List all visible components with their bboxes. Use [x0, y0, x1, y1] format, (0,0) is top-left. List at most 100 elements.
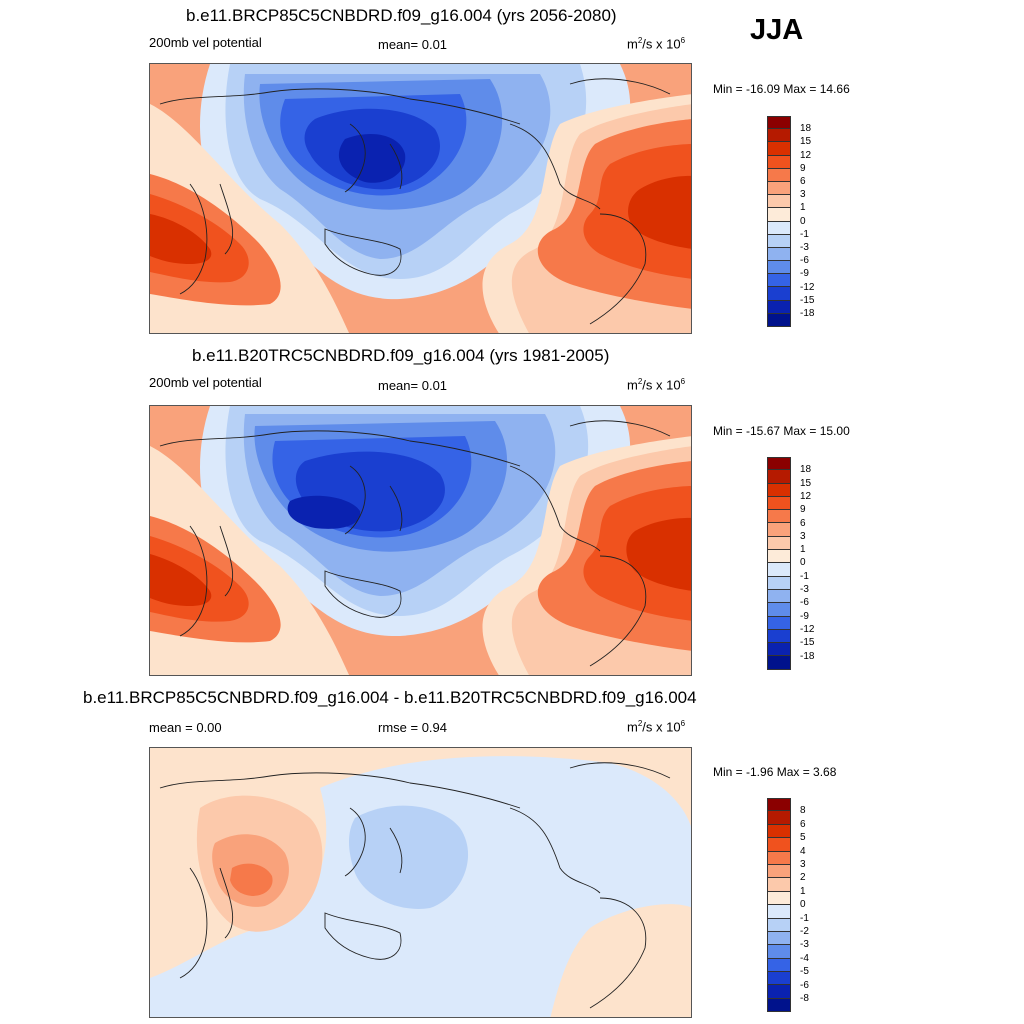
panel1-mean-label: mean= 0.01: [378, 37, 448, 52]
colorbar-tick-label: -6: [800, 255, 809, 267]
colorbar-tick-label: -4: [800, 952, 809, 964]
panel3-colorbar-swatch: [767, 918, 791, 932]
colorbar-tick-label: 9: [800, 504, 806, 516]
panel3-colorbar-swatch: [767, 998, 791, 1013]
panel1-colorbar-swatch: [767, 168, 791, 182]
panel3-colorbar-swatch: [767, 864, 791, 879]
panel1-colorbar-swatch: [767, 274, 791, 288]
colorbar-tick-label: -2: [800, 926, 809, 937]
panel3-colorbar-swatch: [767, 972, 791, 986]
panel2-colorbar-swatch: [767, 470, 791, 484]
panel1-colorbar-swatch: [767, 155, 791, 169]
panel2-left-label: 200mb vel potential: [149, 375, 262, 390]
panel2-colorbar-swatch: [767, 563, 791, 577]
panel2-coastlines: [159, 420, 671, 667]
panel2-colorbar-swatch: [767, 589, 791, 604]
panel3-coastlines: [159, 762, 671, 1009]
colorbar-tick-label: 6: [800, 176, 806, 187]
panel3-contour-field: [150, 748, 691, 1017]
colorbar-tick-label: 2: [800, 872, 806, 884]
panel3-colorbar-swatch: [767, 891, 791, 906]
panel3-colorbar-swatch: [767, 851, 791, 865]
colorbar-tick-label: -3: [800, 939, 809, 951]
panel1-map: [149, 63, 692, 334]
panel3-colorbar-swatch: [767, 824, 791, 839]
panel1-units: m2/s x 106: [627, 36, 686, 52]
colorbar-tick-label: 12: [800, 149, 812, 161]
panel2-colorbar-swatch: [767, 483, 791, 497]
colorbar-tick-label: -8: [800, 993, 809, 1004]
colorbar-tick-label: -15: [800, 637, 815, 649]
colorbar-tick-label: 9: [800, 162, 806, 174]
panel3-colorbar-swatch: [767, 985, 791, 999]
colorbar-tick-label: -18: [800, 650, 815, 662]
panel1-colorbar-swatch: [767, 142, 791, 156]
colorbar-tick-label: -12: [800, 623, 815, 635]
panel3-colorbar-swatch: [767, 838, 791, 852]
panel3-colorbar-swatch: [767, 905, 791, 919]
panel2-colorbar-swatch: [767, 576, 791, 590]
panel3-minmax: Min = -1.96 Max = 3.68: [713, 765, 837, 779]
panel1-title: b.e11.BRCP85C5CNBDRD.f09_g16.004 (yrs 20…: [186, 6, 617, 25]
panel1-colorbar-swatch: [767, 313, 791, 327]
colorbar-tick-label: 3: [800, 530, 806, 542]
panel2-units: m2/s x 106: [627, 377, 686, 393]
panel1-colorbar-swatch: [767, 116, 791, 130]
panel2-colorbar-swatch: [767, 616, 791, 630]
colorbar-tick-label: -6: [800, 979, 809, 991]
panel3-rmse-label: rmse = 0.94: [378, 720, 448, 735]
colorbar-tick-label: 12: [800, 490, 812, 502]
panel1-colorbar: [767, 116, 791, 327]
panel2-mean-label: mean= 0.01: [378, 378, 448, 393]
panel2-colorbar-swatch: [767, 603, 791, 617]
colorbar-tick-label: 3: [800, 189, 806, 201]
panel3-colorbar: [767, 798, 791, 1013]
panel1-minmax: Min = -16.09 Max = 14.66: [713, 82, 850, 96]
colorbar-tick-label: 18: [800, 123, 812, 135]
colorbar-tick-label: 4: [800, 845, 806, 857]
panel2-colorbar-swatch: [767, 550, 791, 564]
colorbar-tick-label: 15: [800, 136, 812, 148]
panel2-colorbar-swatch: [767, 510, 791, 524]
panel2-title: b.e11.B20TRC5CNBDRD.f09_g16.004 (yrs 198…: [192, 346, 610, 365]
panel3-colorbar-swatch: [767, 878, 791, 892]
colorbar-tick-label: -3: [800, 584, 809, 595]
panel1-colorbar-swatch: [767, 234, 791, 248]
panel1-colorbar-swatch: [767, 208, 791, 222]
panel1-contour-field: [150, 64, 691, 333]
colorbar-tick-label: 1: [800, 885, 806, 897]
panel1-left-label: 200mb vel potential: [149, 35, 262, 50]
colorbar-tick-label: -1: [800, 912, 809, 924]
season-label: JJA: [750, 14, 804, 46]
colorbar-tick-label: 0: [800, 557, 806, 569]
panel1-colorbar-swatch: [767, 300, 791, 314]
colorbar-tick-label: 1: [800, 544, 806, 556]
panel2-minmax: Min = -15.67 Max = 15.00: [713, 424, 850, 438]
panel1-coastlines: [159, 78, 671, 325]
panel3-colorbar-swatch: [767, 958, 791, 973]
panel2-colorbar-swatch: [767, 496, 791, 511]
panel1-colorbar-swatch: [767, 247, 791, 262]
colorbar-tick-label: 0: [800, 215, 806, 227]
colorbar-tick-label: -15: [800, 294, 815, 306]
panel2-colorbar-swatch: [767, 629, 791, 644]
colorbar-tick-label: -1: [800, 570, 809, 582]
panel3-units: m2/s x 106: [627, 719, 686, 735]
panel3-colorbar-swatch: [767, 811, 791, 825]
panel2-colorbar: [767, 457, 791, 670]
panel2-contour-field: [150, 406, 691, 675]
colorbar-tick-label: 0: [800, 899, 806, 911]
panel3-colorbar-swatch: [767, 931, 791, 946]
colorbar-tick-label: -18: [800, 308, 815, 319]
panel3-colorbar-swatch: [767, 945, 791, 959]
panel1-colorbar-swatch: [767, 287, 791, 301]
panel2-map: [149, 405, 692, 676]
colorbar-tick-label: 18: [800, 464, 812, 476]
panel1-colorbar-swatch: [767, 261, 791, 275]
panel2-colorbar-swatch: [767, 656, 791, 670]
colorbar-tick-label: -6: [800, 597, 809, 609]
colorbar-tick-label: -9: [800, 610, 809, 622]
panel1-colorbar-swatch: [767, 181, 791, 196]
panel2-colorbar-swatch: [767, 536, 791, 551]
panel3-map: [149, 747, 692, 1018]
